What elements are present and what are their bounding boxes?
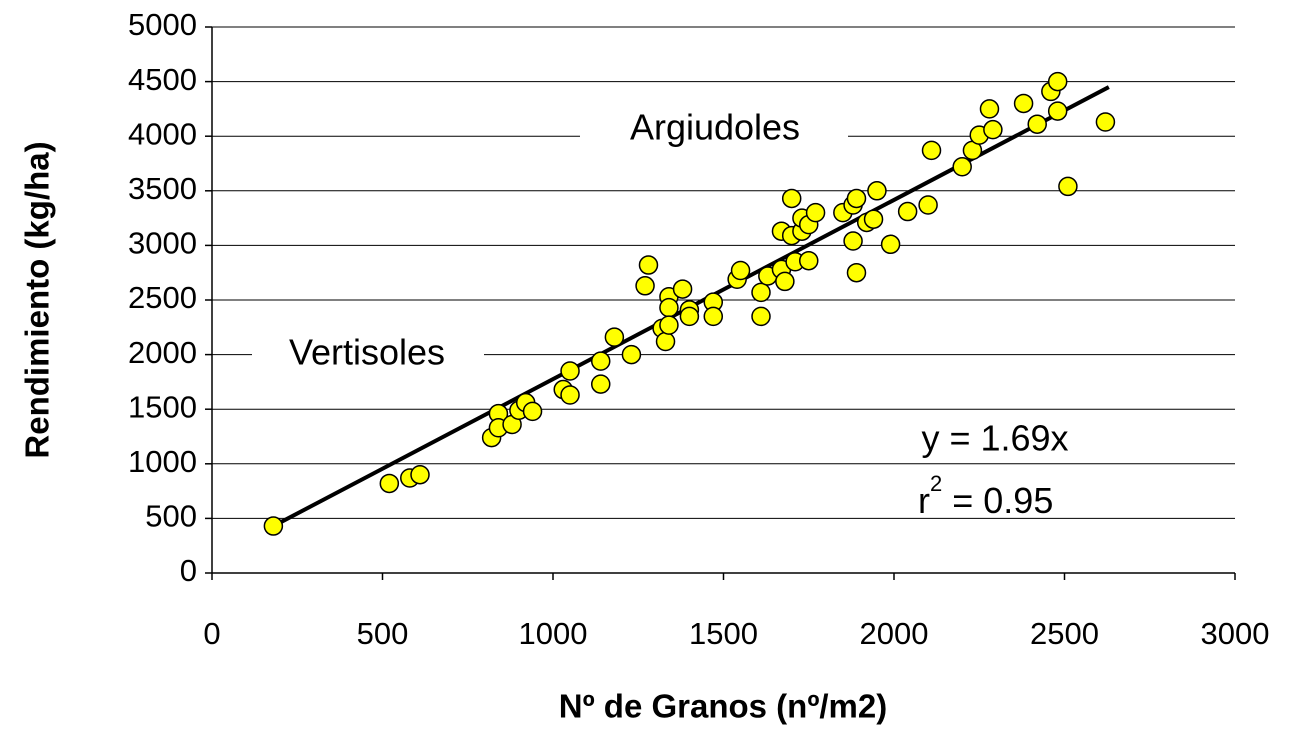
- y-axis-title: Rendimiento (kg/ha): [19, 141, 56, 458]
- y-tick-label: 3000: [128, 226, 197, 261]
- point: [379, 473, 400, 494]
- r-squared-part: = 0.95: [942, 480, 1053, 521]
- y-tick-label: 500: [145, 499, 197, 534]
- point: [846, 262, 867, 283]
- x-tick-label: 1000: [519, 616, 588, 651]
- annotation: Argiudoles: [630, 107, 800, 148]
- point: [672, 279, 693, 299]
- point: [880, 234, 901, 255]
- point: [863, 209, 884, 229]
- y-tick-label: 5000: [128, 7, 197, 42]
- x-tick-label: 1500: [689, 616, 758, 651]
- point: [659, 315, 679, 335]
- point: [635, 276, 655, 296]
- plot: [263, 71, 1116, 536]
- point: [983, 119, 1003, 140]
- r-squared-part: 2: [930, 471, 942, 496]
- x-tick-label: 2000: [860, 616, 929, 651]
- point: [522, 401, 543, 422]
- point: [751, 282, 771, 303]
- point: [897, 201, 918, 222]
- point: [751, 306, 771, 327]
- point: [590, 351, 611, 371]
- point: [638, 255, 659, 275]
- annotation: Vertisoles: [289, 332, 445, 373]
- point: [560, 361, 580, 381]
- point: [1047, 71, 1068, 92]
- y-tick-label: 2500: [128, 280, 197, 315]
- point: [775, 271, 795, 292]
- point: [590, 374, 611, 394]
- point: [979, 99, 1000, 119]
- annotation-bg: [580, 108, 848, 152]
- point: [560, 385, 580, 405]
- y-tick-label: 4500: [128, 62, 197, 97]
- point: [263, 516, 284, 536]
- point: [679, 306, 700, 327]
- point: [781, 188, 802, 209]
- x-tick-label: 0: [203, 616, 220, 651]
- annotation-bg: [252, 333, 484, 377]
- point: [1058, 176, 1078, 197]
- y-tick-label: 4000: [128, 116, 197, 151]
- point: [867, 181, 887, 201]
- point: [846, 188, 867, 209]
- point: [1047, 101, 1068, 121]
- point: [621, 344, 642, 365]
- point: [1095, 112, 1116, 132]
- point: [410, 464, 430, 485]
- y-tick-label: 1000: [128, 444, 197, 479]
- point: [730, 260, 751, 281]
- y-tick-label: 1500: [128, 389, 197, 424]
- equation: y = 1.69x: [921, 418, 1068, 459]
- point: [799, 250, 819, 271]
- r-squared-part: r: [918, 480, 930, 521]
- x-tick-label: 2500: [1030, 616, 1099, 651]
- point: [1027, 114, 1047, 134]
- point: [921, 140, 942, 161]
- annotations: Argiudoles Vertisoles y = 1.69x r2 = 0.95: [252, 107, 1069, 521]
- y-tick-label: 2000: [128, 335, 197, 370]
- point: [918, 195, 938, 215]
- point: [604, 327, 625, 347]
- point: [952, 157, 972, 177]
- x-tick-label: 500: [357, 616, 409, 651]
- x-axis-title: Nº de Granos (nº/m2): [559, 688, 888, 725]
- grid: 0500100015002000250030003500400045005000…: [128, 7, 1269, 651]
- point: [805, 202, 826, 223]
- y-tick-label: 3500: [128, 171, 197, 206]
- x-tick-label: 3000: [1201, 616, 1270, 651]
- point: [659, 297, 679, 318]
- point: [843, 231, 863, 251]
- y-tick-label: 0: [180, 553, 197, 588]
- point: [703, 306, 724, 327]
- point: [655, 331, 676, 352]
- point: [1013, 93, 1034, 114]
- r-squared: r2 = 0.95: [918, 471, 1053, 521]
